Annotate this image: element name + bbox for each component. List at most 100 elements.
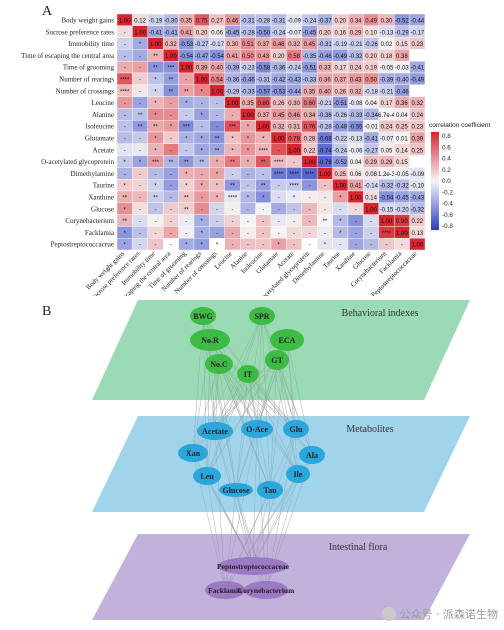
cell-label: 0.41 xyxy=(180,30,192,36)
cell-label: -0.33 xyxy=(349,113,363,119)
edge xyxy=(235,315,263,491)
cell-label: -0.20 xyxy=(395,207,409,213)
network-node xyxy=(197,422,233,440)
cell-label: -0.39 xyxy=(380,77,394,83)
cell-label: - xyxy=(139,66,141,72)
cell-label: -0.48 xyxy=(333,125,347,131)
cell-label: * xyxy=(278,243,281,249)
cell-label: -0.30 xyxy=(164,18,178,24)
cell-label: -0.27 xyxy=(195,42,209,48)
cell-label: * xyxy=(201,89,204,95)
layer-plane xyxy=(92,534,470,620)
cell-label: - xyxy=(262,207,264,213)
cell-label: - xyxy=(170,231,172,237)
cell-label: 1.00 xyxy=(119,18,131,24)
cell-label: - xyxy=(355,219,357,225)
cell-label: -0.33 xyxy=(303,77,317,83)
cell-label: 0.36 xyxy=(396,101,408,107)
cell-label: - xyxy=(216,219,218,225)
edge xyxy=(218,363,313,456)
cell-label: - xyxy=(386,243,388,249)
cell-label: - xyxy=(201,195,203,201)
cell-label: * xyxy=(216,160,219,166)
edge xyxy=(235,489,254,567)
cell-label: - xyxy=(170,101,172,107)
cell-label: ** xyxy=(184,160,189,166)
cell-label: * xyxy=(124,231,127,237)
cell-label: -0.17 xyxy=(410,30,424,36)
network-node xyxy=(249,307,275,325)
cell-label: - xyxy=(324,184,326,190)
panel-b-label: B xyxy=(42,304,52,319)
cell-label: * xyxy=(216,195,219,201)
cell-label: -0.34 xyxy=(364,113,378,119)
network-node xyxy=(270,329,304,351)
cell-label: -0.09 xyxy=(410,172,424,178)
network-node xyxy=(205,354,233,374)
edge xyxy=(209,339,216,432)
edge xyxy=(276,359,299,475)
cell-label: -0.54 xyxy=(380,195,394,201)
cell-label: ** xyxy=(323,219,328,225)
network-diagram: Behavioral indexes Metabolites Intestinal … xyxy=(92,300,470,620)
network-node xyxy=(218,557,288,575)
cell-label: ** xyxy=(261,184,266,190)
cell-label: 0.54 xyxy=(211,77,223,83)
cell-label: 0.18 xyxy=(381,54,393,60)
cell-label: -0.36 xyxy=(272,66,286,72)
edge xyxy=(286,339,299,475)
cell-label: -0.44 xyxy=(287,89,301,95)
cell-label: -0.49 xyxy=(410,77,424,83)
cell-label: ** xyxy=(122,195,127,201)
row-label: Corynebacterium xyxy=(65,217,114,225)
row-label: Number of rearings xyxy=(59,75,114,83)
cell-label: - xyxy=(293,231,295,237)
cell-label: - xyxy=(247,172,249,178)
cell-label: 0.17 xyxy=(334,66,346,72)
cell-label: 1.00 xyxy=(150,42,162,48)
cell-label: 0.24 xyxy=(350,66,362,72)
cell-label: - xyxy=(309,219,311,225)
cell-label: - xyxy=(293,243,295,249)
cell-label: -0.19 xyxy=(333,42,347,48)
row-label: Taurine xyxy=(93,182,114,190)
row-label: Immobility time xyxy=(68,40,114,48)
cell-label: 0.20 xyxy=(196,30,208,36)
cell-label: -0.42 xyxy=(272,77,286,83)
cell-label: 0.90 xyxy=(396,219,408,225)
cell-label: 0.45 xyxy=(273,113,285,119)
cell-label: -0.05 xyxy=(380,66,394,72)
cell-label: 0.39 xyxy=(411,136,423,142)
cell-label: - xyxy=(139,77,141,83)
cell-label: - xyxy=(339,207,341,213)
cell-label: -0.03 xyxy=(395,66,409,72)
cell-label: * xyxy=(339,195,342,201)
watermark-text: 公众号 · 派森诺生物 xyxy=(399,608,499,621)
cell-label: * xyxy=(247,160,250,166)
cell-label: - xyxy=(124,66,126,72)
cell-label: -0.74 xyxy=(318,148,332,154)
heatmap-cell xyxy=(409,49,426,62)
cell-label: 0.10 xyxy=(365,30,377,36)
cell-label: - xyxy=(139,219,141,225)
colorbar-tick: 0.8 xyxy=(442,133,451,140)
cell-label: 1.00 xyxy=(334,184,346,190)
cell-label: -0.24 xyxy=(287,66,301,72)
cell-label: 0.50 xyxy=(242,54,254,60)
network-node xyxy=(241,420,273,438)
cell-label: - xyxy=(139,148,141,154)
cell-label: -0.22 xyxy=(333,136,347,142)
cell-label: 0.60 xyxy=(304,101,316,107)
heatmap-cell xyxy=(409,237,426,251)
cell-label: - xyxy=(309,195,311,201)
cell-label: 0.15 xyxy=(396,160,408,166)
cell-label: ** xyxy=(261,160,266,166)
cell-label: -0.05 xyxy=(395,172,409,178)
network-node xyxy=(286,465,310,483)
cell-label: 0.37 xyxy=(257,113,269,119)
heatmap-cell xyxy=(409,155,426,168)
cell-label: 0.04 xyxy=(396,113,408,119)
cell-label: 0.80 xyxy=(257,101,269,107)
cell-label: 0.25 xyxy=(396,125,408,131)
cell-label: **** xyxy=(274,160,284,166)
